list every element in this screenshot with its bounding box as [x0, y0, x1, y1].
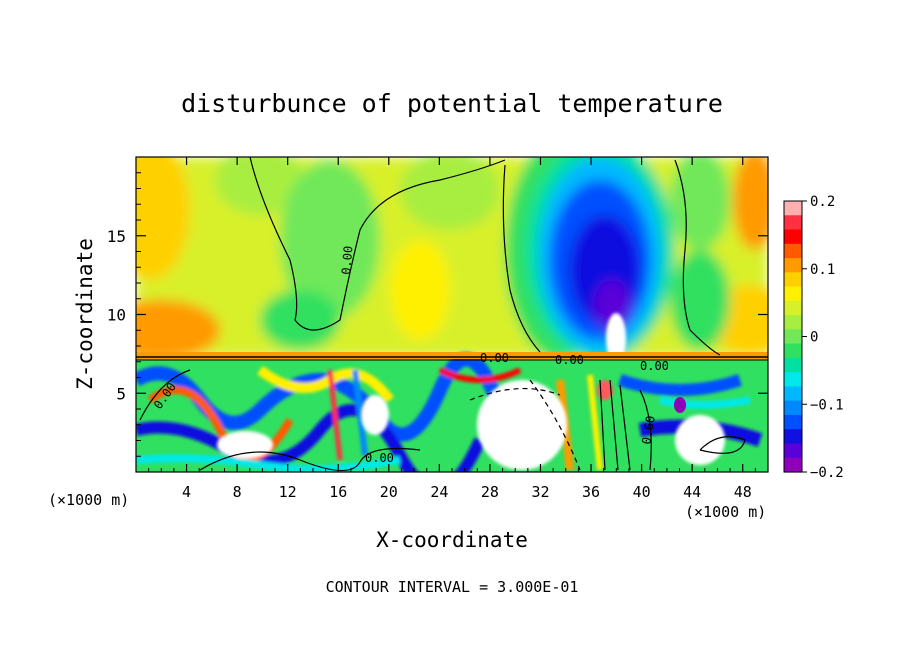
x-unit-right: (×1000 m) — [685, 503, 766, 521]
colorbar-swatch — [784, 272, 802, 288]
colorbar-swatch — [784, 343, 802, 359]
contour-label: 0.00 — [640, 359, 669, 373]
x-tick-label: 44 — [683, 483, 701, 501]
colorbar-swatch — [784, 300, 802, 316]
colorbar-swatch — [784, 414, 802, 430]
y-axis: 5 10 15 — [107, 172, 768, 457]
field-plot — [136, 157, 768, 472]
x-tick-label: 20 — [380, 483, 398, 501]
colorbar-swatch — [784, 201, 802, 216]
colorbar-swatch — [784, 243, 802, 259]
upper-field — [136, 157, 768, 360]
x-tick-label: 4 — [182, 483, 191, 501]
colorbar-tick-label: 0.1 — [810, 262, 835, 278]
x-tick-label: 36 — [582, 483, 600, 501]
colorbar-swatch — [784, 457, 802, 473]
contour-interval-note: CONTOUR INTERVAL = 3.000E-01 — [326, 578, 579, 596]
chart-title: disturbunce of potential temperature — [181, 89, 723, 118]
contour-label: 0.00 — [365, 451, 394, 465]
x-axis-label: X-coordinate — [376, 528, 528, 552]
x-tick-label: 40 — [633, 483, 651, 501]
y-tick-label: 10 — [107, 306, 126, 325]
contour-label: 0.00 — [339, 245, 355, 275]
colorbar-swatch — [784, 400, 802, 416]
contour-label: 0.60 — [639, 415, 658, 446]
colorbar-swatch — [784, 429, 802, 445]
x-tick-label: 12 — [279, 483, 297, 501]
x-tick-label: 16 — [329, 483, 347, 501]
y-tick-label: 5 — [116, 384, 126, 403]
colorbar-swatch — [784, 386, 802, 402]
colorbar-swatch — [784, 258, 802, 273]
colorbar-swatch — [784, 286, 802, 302]
colorbar-tick-label: −0.1 — [810, 397, 844, 413]
colorbar-swatch — [784, 315, 802, 330]
x-tick-label: 28 — [481, 483, 499, 501]
x-tick-label: 8 — [233, 483, 242, 501]
x-axis: 4 8 12 16 20 24 28 32 36 40 44 48 — [148, 157, 756, 501]
colorbar: 0.2 0.1 0 −0.1 −0.2 — [783, 194, 844, 481]
colorbar-swatch — [784, 329, 802, 345]
colorbar-swatch — [784, 443, 802, 459]
x-tick-label: 32 — [531, 483, 549, 501]
colorbar-swatch — [784, 229, 802, 245]
x-tick-label: 48 — [734, 483, 752, 501]
warm-core — [606, 313, 626, 363]
colorbar-swatch — [784, 215, 802, 231]
x-unit-left: (×1000 m) — [48, 491, 129, 509]
x-tick-label: 24 — [430, 483, 448, 501]
contour-label: 0.00 — [480, 351, 509, 365]
colorbar-tick-label: 0.2 — [810, 194, 835, 210]
colorbar-swatch — [784, 372, 802, 388]
y-tick-label: 15 — [107, 227, 126, 246]
y-axis-label: Z-coordinate — [73, 238, 97, 390]
colorbar-tick-label: 0 — [810, 330, 818, 346]
contour-lines — [139, 157, 746, 472]
colorbar-tick-label: −0.2 — [810, 465, 844, 481]
colorbar-swatch — [784, 357, 802, 373]
contour-label: 0.00 — [555, 353, 584, 367]
lower-field — [136, 352, 768, 472]
